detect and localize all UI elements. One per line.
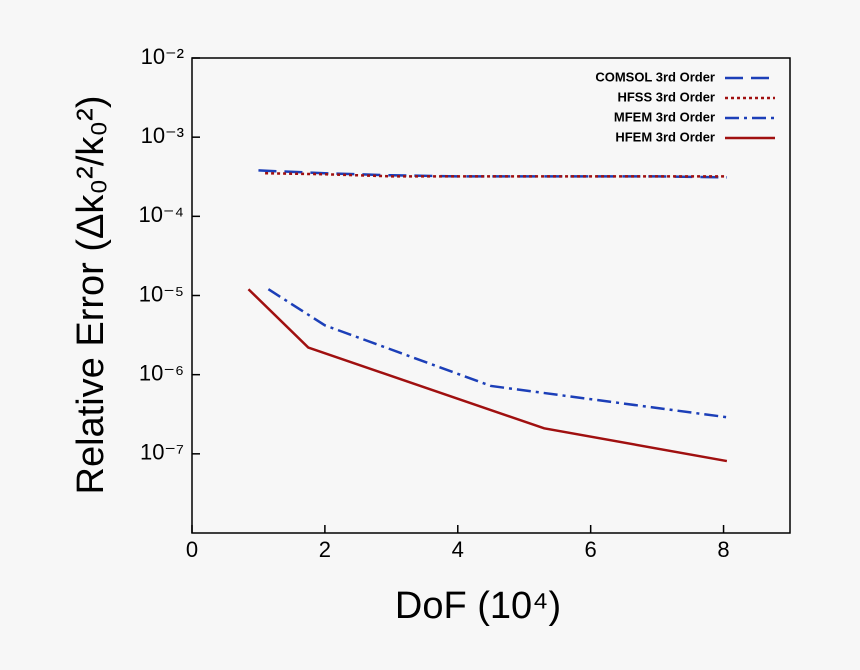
y-tick-label: 10⁻⁷ <box>140 440 184 465</box>
series-line <box>265 173 727 176</box>
y-axis-label: Relative Error (Δk₀²/k₀²) <box>70 96 112 495</box>
x-tick-label: 2 <box>319 537 331 562</box>
legend-label: COMSOL 3rd Order <box>595 69 715 84</box>
x-tick-label: 8 <box>717 537 729 562</box>
y-tick-label: 10⁻⁴ <box>138 202 184 227</box>
legend-label: HFEM 3rd Order <box>615 129 715 144</box>
x-tick-label: 4 <box>452 537 464 562</box>
x-tick-label: 6 <box>585 537 597 562</box>
legend-label: MFEM 3rd Order <box>614 109 715 124</box>
y-tick-label: 10⁻⁵ <box>139 281 184 306</box>
y-tick-label: 10⁻² <box>141 44 184 69</box>
series-line <box>268 289 726 417</box>
x-axis-label: DoF (10⁴) <box>395 585 561 627</box>
y-tick-label: 10⁻⁶ <box>139 360 184 385</box>
series-line <box>248 289 726 461</box>
y-tick-label: 10⁻³ <box>141 123 184 148</box>
legend-label: HFSS 3rd Order <box>617 89 715 104</box>
x-tick-label: 0 <box>186 537 198 562</box>
